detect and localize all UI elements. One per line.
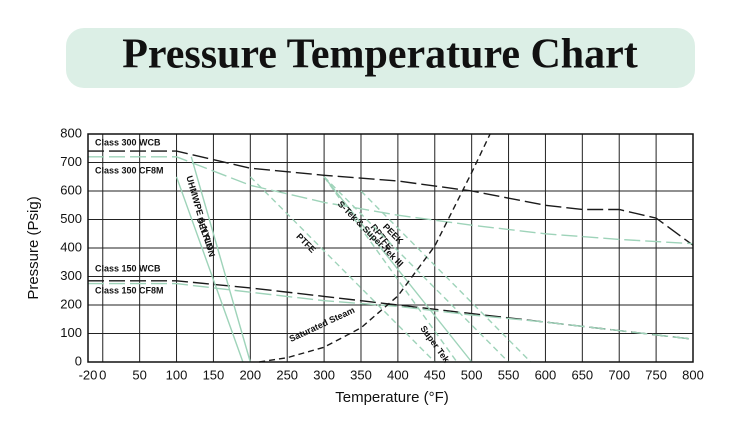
line-label: Class 300 WCB <box>95 137 161 147</box>
line-label: PTFE <box>294 231 317 254</box>
x-tick-label: 200 <box>239 367 261 382</box>
x-tick-label: 250 <box>276 367 298 382</box>
x-tick-label: -20 <box>79 367 98 382</box>
title-banner <box>66 28 695 88</box>
x-tick-label: 500 <box>461 367 483 382</box>
series-line <box>360 190 532 363</box>
y-tick-label: 200 <box>60 296 82 311</box>
x-tick-label: 750 <box>645 367 667 382</box>
series-line <box>88 280 694 340</box>
x-tick-label: 650 <box>571 367 593 382</box>
chart-title: Pressure Temperature Chart <box>122 32 638 78</box>
series-line <box>88 150 694 246</box>
x-tick-label: 550 <box>498 367 520 382</box>
x-tick-label: 150 <box>203 367 225 382</box>
x-tick-label: 400 <box>387 367 409 382</box>
plot-frame <box>87 133 694 363</box>
x-tick-label: 0 <box>99 367 106 382</box>
line-label: Class 300 CF8M <box>95 165 164 175</box>
y-tick-label: 800 <box>60 125 82 140</box>
y-tick-label: 400 <box>60 239 82 254</box>
y-tick-label: 600 <box>60 182 82 197</box>
y-tick-label: 700 <box>60 154 82 169</box>
x-tick-label: 700 <box>608 367 630 382</box>
x-tick-label: 350 <box>350 367 372 382</box>
series-line <box>323 176 458 363</box>
x-tick-label: 600 <box>535 367 557 382</box>
series-line <box>259 133 491 363</box>
line-label: Class 150 CF8M <box>95 285 164 295</box>
x-axis-label: Temperature (°F) <box>335 389 449 406</box>
series-line <box>249 176 436 363</box>
series-line <box>175 176 244 363</box>
series-line <box>323 176 473 363</box>
series-line <box>323 176 509 363</box>
y-axis-label: Pressure (Psig) <box>25 196 42 299</box>
y-tick-label: 100 <box>60 325 82 340</box>
y-tick-label: 0 <box>75 353 82 368</box>
series-line <box>190 156 251 363</box>
x-tick-label: 100 <box>166 367 188 382</box>
series-line <box>88 282 694 340</box>
x-tick-label: 50 <box>132 367 146 382</box>
x-tick-label: 800 <box>682 367 704 382</box>
line-label: Class 150 WCB <box>95 263 161 273</box>
line-label: Saturated Steam <box>288 305 357 344</box>
y-tick-label: 300 <box>60 268 82 283</box>
x-tick-label: 450 <box>424 367 446 382</box>
x-tick-label: 300 <box>313 367 335 382</box>
y-tick-label: 500 <box>60 211 82 226</box>
series-line <box>88 156 694 245</box>
